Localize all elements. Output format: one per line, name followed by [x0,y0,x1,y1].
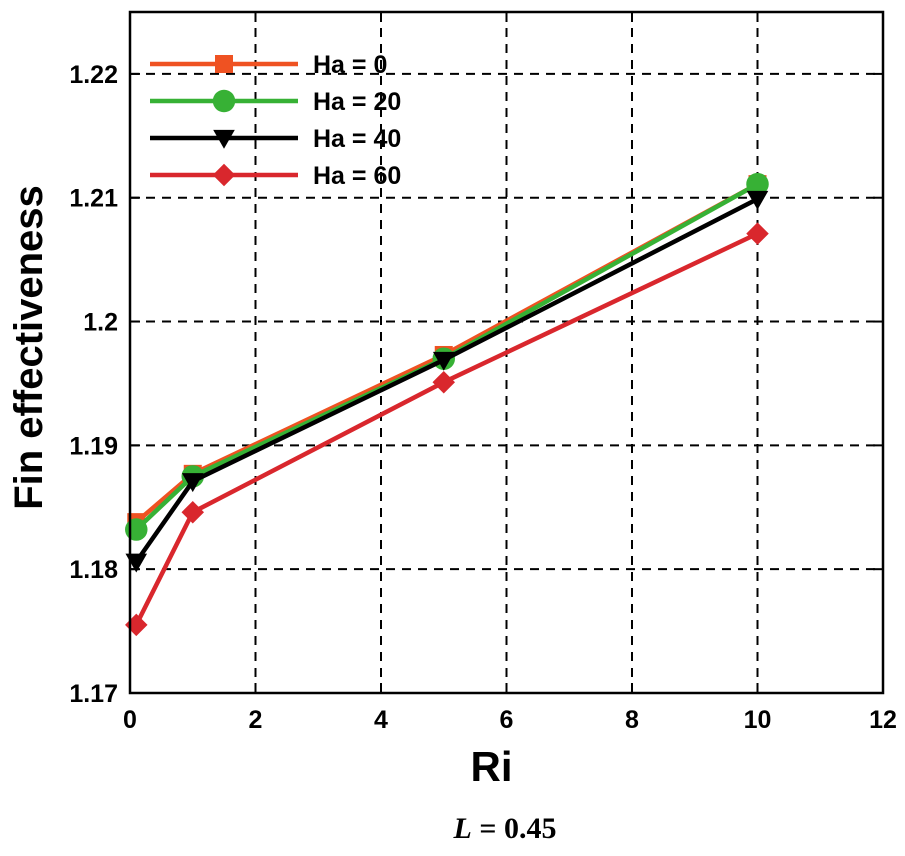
legend-item: Ha = 60 [150,162,401,190]
y-tick-label: 1.17 [69,680,118,708]
x-tick-label: 2 [249,706,263,734]
data-point [125,518,148,541]
y-tick-label: 1.2 [83,309,118,337]
y-tick-label: 1.21 [69,185,118,213]
legend-item: Ha = 40 [150,125,401,153]
x-tick-label: 10 [744,706,772,734]
legend: Ha = 0 Ha = 20 Ha = 40 Ha = 60 [150,51,401,190]
data-point [181,473,204,493]
x-tick-label: 4 [374,706,388,734]
legend-label: Ha = 40 [313,125,401,153]
ticks: 0 2 4 6 8 10 12 1.17 1.18 1.19 1.2 1.21 1.22 [69,12,897,734]
caption-value: = 0.45 [471,812,557,845]
legend-marker [212,163,236,187]
legend-marker [215,55,233,73]
x-tick-label: 6 [500,706,514,734]
data-point [125,613,148,637]
y-tick-label: 1.18 [69,556,118,584]
y-tick-label: 1.19 [69,432,118,460]
legend-label: Ha = 0 [313,51,387,79]
caption: L = 0.45 [0,812,905,846]
legend-marker [213,129,235,149]
series-4 [125,222,769,637]
legend-label: Ha = 20 [313,88,401,116]
data-point [181,500,204,524]
caption-variable: L [453,812,472,845]
series-3 [125,190,769,573]
data-point [432,370,455,394]
series-line [134,231,759,626]
data-point [746,172,769,196]
data-point [432,351,455,371]
legend-item: Ha = 0 [150,51,387,79]
x-tick-label: 0 [123,706,137,734]
series-line [134,182,759,532]
y-tick-label: 1.22 [69,61,118,89]
series [125,172,769,637]
y-axis-title: Fin effectiveness [7,185,51,510]
legend-label: Ha = 60 [313,162,401,190]
x-tick-label: 12 [869,706,897,734]
legend-item: Ha = 20 [150,88,401,116]
data-point [746,190,769,210]
x-axis-title: Ri [471,743,513,790]
data-point [746,222,769,245]
series-line [134,196,759,564]
legend-marker [212,89,236,113]
x-tick-label: 8 [625,706,639,734]
